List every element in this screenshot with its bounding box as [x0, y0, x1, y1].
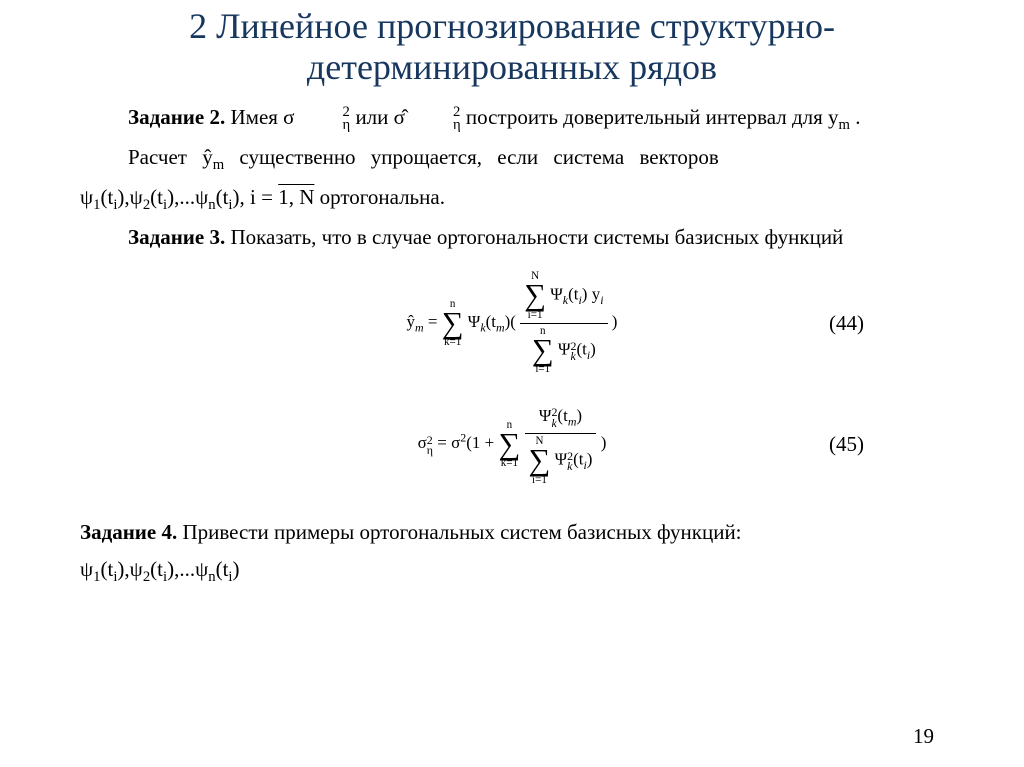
ortho: ортогональна.	[314, 185, 445, 209]
equation-45: σ2η = σ2(1 + n ∑ k=1 Ψ2k(tm) N ∑ i=1 Ψ2k…	[80, 403, 944, 485]
eq45-body: σ2η = σ2(1 + n ∑ k=1 Ψ2k(tm) N ∑ i=1 Ψ2k…	[418, 403, 607, 485]
sigma-icon: ∑	[498, 431, 520, 459]
e44-tm: (t	[486, 312, 496, 331]
p2-a: Расчет ŷ	[128, 145, 213, 169]
task-2-label: Задание 2.	[128, 105, 225, 129]
e44-m: m	[496, 321, 505, 335]
pl-c2: ),	[167, 557, 179, 581]
sigmahat-subsup: 2η	[405, 106, 461, 131]
e45-s1b: k=1	[498, 458, 520, 469]
idx: i =	[245, 185, 278, 209]
e45-ncl: )	[576, 406, 582, 425]
p2-b: существенно упрощается, если система век…	[224, 145, 719, 169]
task-3-label: Задание 3.	[128, 225, 225, 249]
e44-ti2: (t	[576, 340, 586, 359]
t2-dot: .	[850, 105, 861, 129]
c1: ),	[117, 185, 129, 209]
eq44-number: (44)	[829, 307, 864, 340]
e45-frac: Ψ2k(tm) N ∑ i=1 Ψ2k(ti)	[525, 403, 597, 485]
e44-sum3: n ∑ i=1	[532, 326, 554, 376]
sigma-subsup: 2η	[295, 106, 351, 131]
pl-c3: )	[233, 557, 240, 581]
content-area: Задание 2. Имея σ2η или σ̂2η построить д…	[0, 89, 1024, 589]
pl-a2: (t	[150, 557, 163, 581]
para-calc: Расчет ŷm существенно упрощается, если с…	[80, 141, 944, 177]
psi2: ψ	[130, 185, 143, 209]
arg2: (t	[150, 185, 163, 209]
sigma-icon: ∑	[529, 447, 551, 475]
psi1: ψ	[80, 185, 93, 209]
e44-sum1: n ∑ k=1	[442, 299, 464, 349]
e44-sum2: N ∑ i=1	[524, 271, 546, 321]
pl-psi2: ψ	[130, 557, 143, 581]
e45-s1: σ	[418, 434, 427, 453]
page-number: 19	[913, 724, 934, 749]
arg1: (t	[101, 185, 114, 209]
pl-psi1: ψ	[80, 557, 93, 581]
para-psi-list-2: ψ1(ti),ψ2(ti),...ψn(ti)	[80, 553, 944, 589]
e44-ncl: ) y	[582, 285, 600, 304]
e44-dcl: )	[590, 340, 596, 359]
e45-psi2: Ψ	[555, 450, 568, 469]
t3-text: Показать, что в случае ортогональности с…	[225, 225, 843, 249]
eq44-body: ŷm = n ∑ k=1 Ψk(tm)( N ∑ i=1 Ψk(ti) yi	[407, 271, 618, 375]
dots: ...ψ	[179, 185, 208, 209]
e44-ti: (t	[568, 285, 578, 304]
c2: ),	[167, 185, 179, 209]
task-2-para: Задание 2. Имея σ2η или σ̂2η построить д…	[80, 101, 944, 137]
psi1-sub: 1	[93, 197, 100, 213]
e45-eq: = σ	[433, 434, 460, 453]
e45-psi1: Ψ	[539, 406, 552, 425]
e44-s1b: k=1	[442, 337, 464, 348]
e44-psi2: Ψ	[550, 285, 563, 304]
equation-44: ŷm = n ∑ k=1 Ψk(tm)( N ∑ i=1 Ψk(ti) yi	[80, 271, 944, 375]
e44-i2: i	[600, 293, 603, 307]
e45-ti: (t	[573, 450, 583, 469]
e45-op: (1 +	[466, 434, 498, 453]
page-title: 2 Линейное прогнозирование структурно-де…	[0, 0, 1024, 89]
task-4-para: Задание 4. Привести примеры ортогональны…	[80, 516, 944, 549]
sigma-icon: ∑	[524, 282, 546, 310]
range: 1, N	[278, 185, 314, 209]
p2-sub: m	[213, 157, 224, 173]
pl-c1: ),	[117, 557, 129, 581]
task-3-para: Задание 3. Показать, что в случае ортого…	[80, 221, 944, 254]
e45-sum2: N ∑ i=1	[529, 436, 551, 486]
e45-dcl: )	[587, 450, 593, 469]
e45-cl: )	[601, 434, 607, 453]
e44-cl1: )(	[505, 312, 516, 331]
e44-psi1: Ψ	[468, 312, 481, 331]
e45-tm: (t	[557, 406, 567, 425]
pl-a3: (t	[216, 557, 229, 581]
e45-sum1: n ∑ k=1	[498, 420, 520, 470]
sigma-icon: ∑	[532, 337, 554, 365]
pl-a1: (t	[101, 557, 114, 581]
t2-or: или σ̂	[350, 105, 405, 129]
e44-ysub: m	[415, 321, 424, 335]
e44-psi3: Ψ	[558, 340, 571, 359]
task-4-label: Задание 4.	[80, 520, 177, 544]
t2-b: построить доверительный интервал для y	[461, 105, 839, 129]
pl-sn: n	[208, 569, 215, 585]
para-psi-list: ψ1(ti),ψ2(ti),...ψn(ti), i = 1, N ортого…	[80, 181, 944, 217]
e44-cl2: )	[612, 312, 618, 331]
e44-y: ŷ	[407, 312, 416, 331]
e44-frac: N ∑ i=1 Ψk(ti) yi n ∑ i=1 Ψ2k(ti)	[520, 271, 607, 375]
eq45-number: (45)	[829, 428, 864, 461]
arg3: (t	[216, 185, 229, 209]
e44-eq: =	[424, 312, 442, 331]
sigma-icon: ∑	[442, 310, 464, 338]
c3: ),	[233, 185, 245, 209]
psin-sub: n	[208, 197, 215, 213]
t4-text: Привести примеры ортогональных систем ба…	[177, 520, 741, 544]
t2-a: Имея σ	[225, 105, 294, 129]
ym-sub: m	[839, 117, 850, 133]
pl-d: ...ψ	[179, 557, 208, 581]
pl-s1: 1	[93, 569, 100, 585]
